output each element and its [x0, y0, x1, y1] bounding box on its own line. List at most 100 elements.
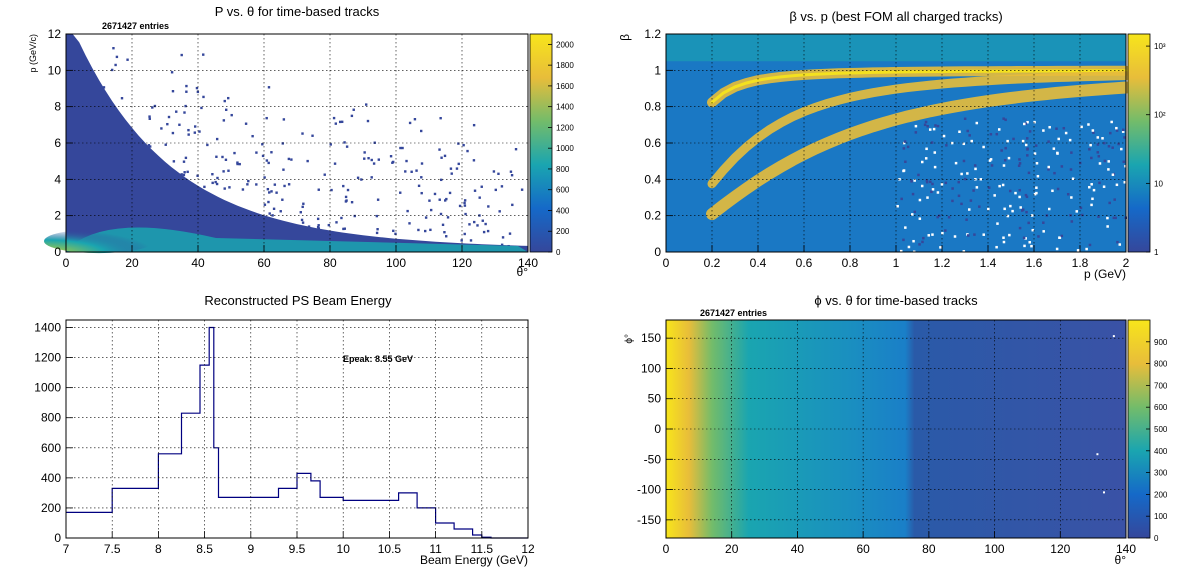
- density-point: [1035, 186, 1038, 189]
- density-point: [1097, 155, 1101, 158]
- density-point: [171, 90, 175, 93]
- density-point: [1036, 174, 1040, 178]
- density-point: [391, 161, 394, 164]
- y-tick-label: 6: [54, 136, 61, 150]
- density-point: [1123, 181, 1127, 184]
- density-point: [926, 125, 929, 128]
- density-point: [198, 130, 201, 133]
- density-point: [520, 188, 524, 191]
- x-tick-label: 8: [155, 542, 162, 556]
- density-point: [494, 188, 497, 192]
- density-point: [193, 131, 197, 134]
- density-point: [904, 160, 907, 164]
- density-point: [1096, 143, 1100, 146]
- density-point: [408, 222, 411, 225]
- density-point: [925, 180, 929, 184]
- density-point: [1006, 139, 1009, 143]
- chart-title: β vs. p (best FOM all charged tracks): [789, 9, 1002, 24]
- density-point: [160, 127, 163, 130]
- density-point: [126, 58, 129, 61]
- y-tick-label: 1200: [34, 351, 61, 365]
- density-point: [936, 191, 940, 194]
- density-point: [183, 111, 186, 114]
- density-point: [438, 198, 441, 201]
- density-point: [366, 119, 370, 123]
- density-point: [942, 134, 946, 138]
- density-point: [370, 158, 373, 162]
- colorbar-tick-label: 100: [1154, 512, 1168, 521]
- density-point: [511, 203, 514, 207]
- density-point: [443, 154, 447, 158]
- density-point: [1003, 207, 1006, 211]
- density-point: [1076, 249, 1080, 252]
- density-point: [1107, 160, 1110, 163]
- density-point: [1115, 183, 1119, 187]
- density-point: [263, 203, 267, 206]
- density-point: [1097, 215, 1100, 218]
- x-tick-label: 60: [856, 542, 870, 556]
- density-point: [1060, 165, 1064, 168]
- y-axis-label: p (GeV/c): [28, 34, 38, 73]
- density-point: [923, 123, 927, 127]
- density-point: [492, 170, 496, 173]
- density-point: [1025, 210, 1028, 214]
- density-point: [241, 188, 245, 191]
- density-point: [1091, 197, 1094, 201]
- density-point: [1087, 123, 1090, 126]
- density-point: [996, 222, 999, 225]
- density-point: [356, 176, 360, 179]
- colorbar-tick-label: 800: [556, 165, 570, 174]
- density-point: [902, 141, 906, 145]
- colorbar-tick-label: 1800: [556, 61, 574, 70]
- x-axis-label: θ°: [517, 265, 529, 279]
- density-point: [462, 143, 465, 147]
- density-point: [1113, 198, 1116, 201]
- y-tick-label: 1: [654, 63, 661, 77]
- y-tick-label: 12: [48, 27, 62, 41]
- density-point: [914, 124, 918, 128]
- colorbar-tick-label: 10³: [1154, 42, 1166, 51]
- density-point: [424, 229, 427, 233]
- y-tick-label: 10: [48, 63, 62, 77]
- density-point: [924, 120, 928, 124]
- density-point: [1026, 154, 1029, 157]
- density-point: [1048, 125, 1051, 129]
- density-point: [273, 183, 277, 186]
- density-point: [933, 151, 937, 154]
- density-point: [1114, 216, 1117, 220]
- density-point: [1030, 244, 1033, 248]
- density-point: [211, 173, 214, 176]
- density-point: [246, 183, 249, 186]
- density-point: [182, 160, 186, 163]
- density-point: [215, 137, 219, 141]
- x-tick-label: 40: [791, 542, 805, 556]
- density-point: [1056, 187, 1060, 191]
- x-tick-label: 120: [452, 256, 472, 270]
- density-point: [902, 147, 906, 150]
- density-point: [203, 185, 206, 189]
- density-point: [902, 169, 906, 172]
- density-point: [307, 225, 311, 228]
- density-point: [1092, 131, 1095, 134]
- density-point: [990, 164, 994, 167]
- density-point: [261, 143, 264, 146]
- density-point: [1075, 210, 1078, 213]
- density-point: [973, 164, 977, 167]
- colorbar-tick-label: 900: [1154, 338, 1168, 347]
- density-point: [223, 99, 226, 103]
- density-point: [464, 212, 467, 216]
- density-point: [1103, 159, 1107, 163]
- density-point: [332, 116, 336, 120]
- x-tick-label: 10: [337, 542, 351, 556]
- density-point: [316, 225, 320, 229]
- density-point: [405, 159, 408, 163]
- stats-text: 2671427 entries: [700, 308, 767, 318]
- chart-title: Reconstructed PS Beam Energy: [204, 293, 392, 308]
- density-point: [944, 229, 947, 232]
- density-point: [1034, 144, 1038, 147]
- density-point: [148, 117, 151, 120]
- density-point: [460, 239, 463, 242]
- density-point: [911, 213, 914, 216]
- density-point: [114, 63, 117, 67]
- density-band: [66, 227, 528, 252]
